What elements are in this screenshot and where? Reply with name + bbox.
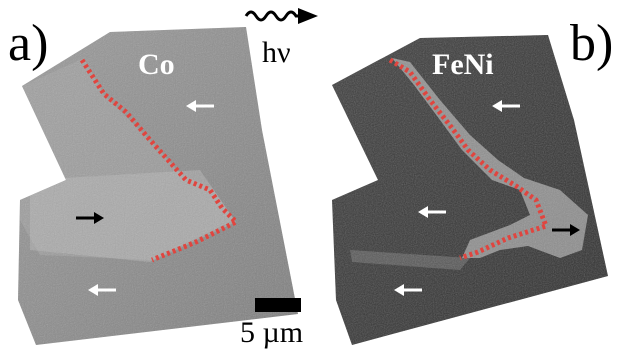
photon-beam-icon	[244, 8, 318, 24]
arrow-a-bottom-left-icon	[88, 284, 116, 296]
arrow-a-top-left-icon	[186, 100, 214, 112]
panel-b-image	[332, 35, 608, 345]
scale-bar-label: 5 µm	[240, 316, 303, 349]
domain-wall-a	[79, 58, 241, 263]
arrow-b-top-left-icon	[492, 100, 520, 112]
domain-wall-b	[388, 57, 550, 261]
panel-a-image	[18, 27, 298, 345]
panel-b-element-label: FeNi	[432, 48, 494, 81]
panel-a-element-label: Co	[138, 48, 175, 81]
scale-bar	[255, 298, 301, 312]
panel-b-label: b)	[570, 15, 613, 72]
panel-a-label: a)	[8, 15, 48, 72]
arrow-b-right-icon	[552, 224, 580, 236]
beam-label: hν	[262, 36, 291, 69]
arrow-b-bottom-left-icon	[394, 284, 422, 296]
arrow-b-mid-left-icon	[418, 206, 446, 218]
arrow-a-mid-right-icon	[76, 212, 104, 224]
